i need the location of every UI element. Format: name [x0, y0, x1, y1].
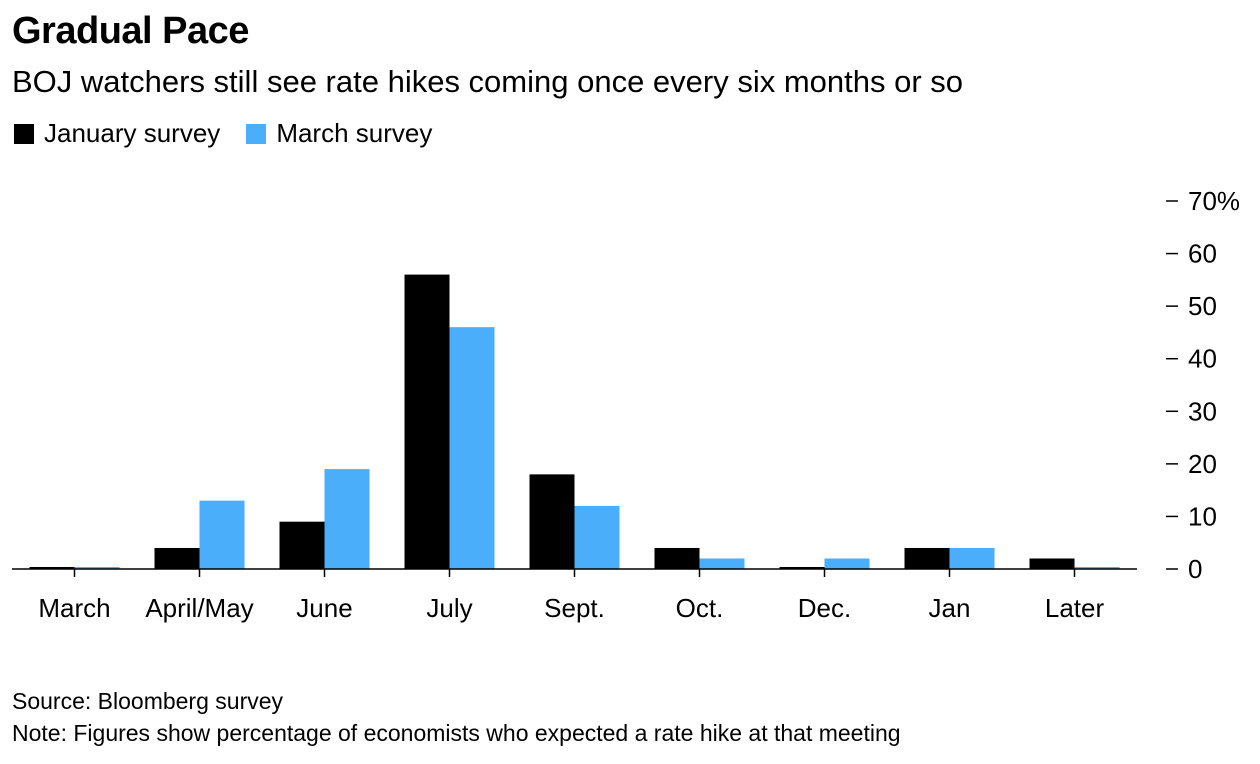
y-tick-label: 50: [1188, 291, 1217, 321]
bar-march-3: [449, 327, 495, 569]
x-tick-label: Jan: [929, 593, 971, 623]
bar-march-5: [699, 558, 745, 569]
y-tick-label: 0: [1188, 554, 1202, 584]
x-tick-label: June: [296, 593, 352, 623]
y-tick-label: 30: [1188, 396, 1217, 426]
x-tick-label: March: [38, 593, 110, 623]
legend-swatch-march: [246, 123, 267, 144]
bar-march-4: [574, 505, 620, 569]
bar-march-0: [74, 567, 120, 569]
x-tick-label: Later: [1045, 593, 1105, 623]
y-tick-label: 70%: [1188, 186, 1240, 216]
bar-january-2: [279, 521, 325, 569]
y-tick-label: 60: [1188, 239, 1217, 269]
footnote: Note: Figures show percentage of economi…: [12, 720, 901, 746]
bar-january-4: [529, 474, 575, 569]
bar-january-3: [404, 274, 450, 569]
x-tick-label: Dec.: [798, 593, 851, 623]
bar-march-2: [324, 469, 370, 569]
chart-title: Gradual Pace: [12, 10, 249, 52]
y-tick-label: 40: [1188, 344, 1217, 374]
bar-march-8: [1074, 567, 1120, 569]
legend-item-january: January survey: [14, 118, 220, 149]
bar-january-5: [654, 547, 700, 569]
x-tick-label: July: [426, 593, 472, 623]
legend-label-march: March survey: [276, 118, 433, 148]
bar-january-6: [779, 567, 825, 569]
bar-january-7: [904, 547, 950, 569]
legend-swatch-january: [14, 123, 34, 144]
x-tick-label: Oct.: [676, 593, 724, 623]
bar-january-1: [154, 547, 200, 569]
bar-january-8: [1029, 558, 1075, 569]
x-tick-label: April/May: [145, 593, 253, 623]
y-tick-label: 20: [1188, 449, 1217, 479]
bar-march-6: [824, 558, 870, 569]
x-tick-label: Sept.: [544, 593, 605, 623]
bar-march-7: [949, 547, 995, 569]
legend-label-january: January survey: [44, 118, 221, 148]
bar-march-1: [199, 500, 245, 569]
source-note: Source: Bloomberg survey: [12, 688, 284, 714]
legend-item-march: March survey: [246, 118, 432, 149]
bar-january-0: [29, 567, 75, 569]
bar-chart: March April/May June July Sept. Oct. Dec. Jan La…: [12, 186, 1240, 623]
legend: January survey March survey: [14, 118, 458, 149]
y-tick-label: 10: [1188, 501, 1217, 531]
chart-subtitle: BOJ watchers still see rate hikes coming…: [12, 64, 964, 99]
